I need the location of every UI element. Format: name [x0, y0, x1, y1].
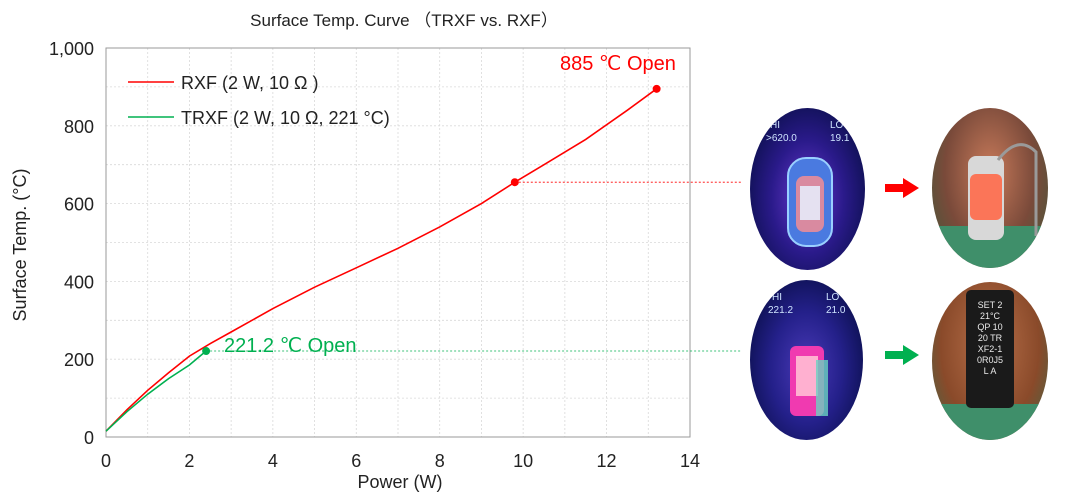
trxf-thermal-photo: HI 221.2 LO 21.0: [750, 280, 863, 440]
trxf-series-line: [105, 350, 207, 432]
x-tick-label: 10: [513, 451, 533, 471]
chart-title: Surface Temp. Curve （TRXF vs. RXF）: [250, 11, 558, 30]
x-tick-label: 0: [101, 451, 111, 471]
rxf-thermal-hi-value: >620.0: [766, 133, 797, 144]
rxf-series-line: [105, 88, 658, 432]
plot-frame: [105, 47, 691, 438]
trxf-thermal-lo-value: 21.0: [826, 305, 846, 316]
rxf-mid-point: [510, 178, 519, 187]
green-arrow-icon: [885, 345, 919, 365]
y-tick-label: 800: [64, 117, 94, 137]
x-tick-label: 12: [597, 451, 617, 471]
legend: RXF (2 W, 10 Ω ) TRXF (2 W, 10 Ω, 221 °C…: [128, 73, 390, 128]
rxf-photo: [932, 108, 1048, 268]
trxf-thermal-hi-value: 221.2: [768, 305, 794, 316]
trxf-thermal-hi-label: HI: [772, 292, 782, 303]
rxf-thermal-hi-label: HI: [770, 120, 780, 131]
legend-label-trxf: TRXF (2 W, 10 Ω, 221 °C): [181, 108, 390, 128]
trxf-photo: SET 221°C QP 1020 TRXF2-10R0J5L A: [932, 282, 1048, 440]
legend-label-rxf: RXF (2 W, 10 Ω ): [181, 73, 318, 93]
x-tick-label: 2: [184, 451, 194, 471]
y-tick-label: 600: [64, 195, 94, 215]
y-axis-label: Surface Temp. (°C): [10, 169, 30, 322]
x-tick-label: 6: [351, 451, 361, 471]
trxf-thermal-lo-label: LO: [826, 292, 840, 303]
rxf-thermal-lo-value: 19.1: [830, 133, 850, 144]
x-tick-label: 8: [435, 451, 445, 471]
y-tick-label: 1,000: [49, 39, 94, 59]
annotation-rxf-open: 885 ℃ Open: [560, 53, 676, 75]
y-tick-label: 400: [64, 272, 94, 292]
trxf-marking: SET 221°C QP 1020 TRXF2-10R0J5L A: [977, 300, 1004, 376]
y-tick-label: 200: [64, 350, 94, 370]
plot-area: 0 2 4 6 8 10 12 14 0 200 400 600 800 1,000: [49, 39, 742, 471]
x-tick-label: 4: [268, 451, 278, 471]
y-tick-label: 0: [84, 428, 94, 448]
red-arrow-icon: [885, 178, 919, 198]
rxf-open-point: [652, 84, 661, 93]
annotation-trxf-open: 221.2 ℃ Open: [224, 335, 357, 357]
x-axis-label: Power (W): [358, 472, 443, 492]
rxf-thermal-lo-label: LO: [830, 120, 844, 131]
x-tick-label: 14: [680, 451, 700, 471]
trxf-open-point: [202, 347, 211, 356]
rxf-thermal-photo: HI >620.0 LO 19.1: [750, 108, 865, 270]
